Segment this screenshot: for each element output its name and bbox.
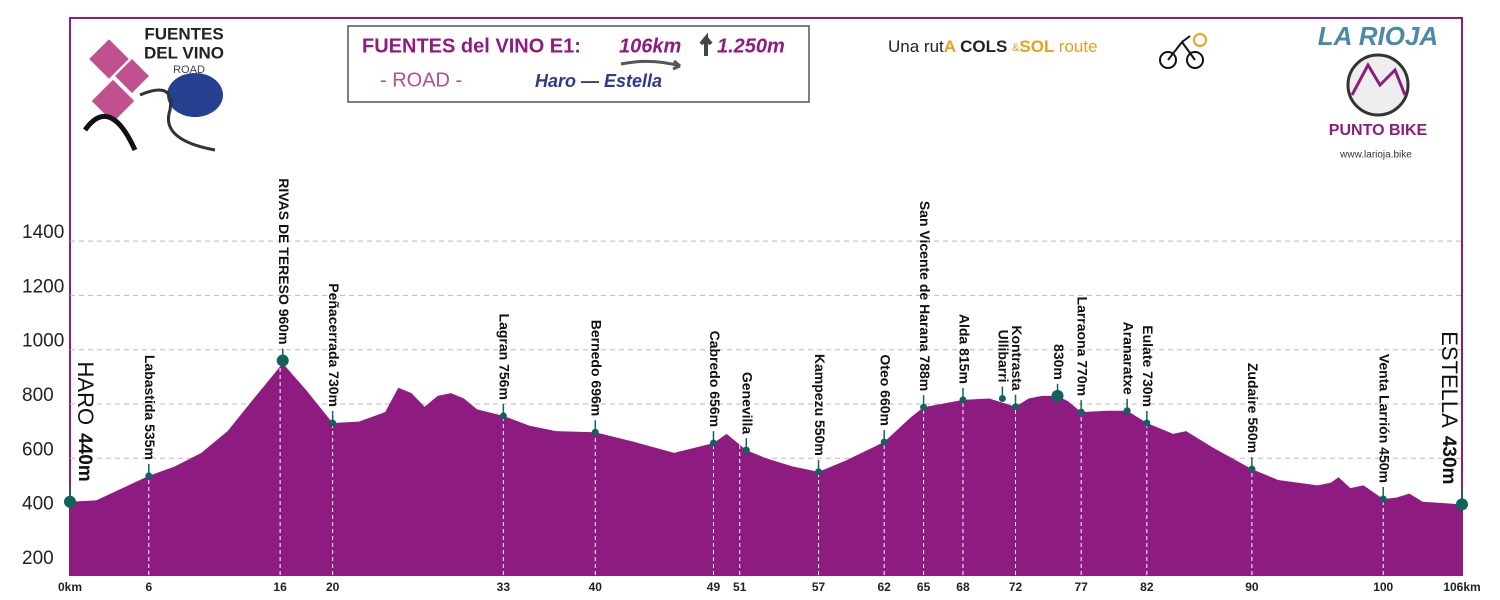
y-tick-label: 1200	[22, 276, 64, 297]
waypoint-marker	[499, 412, 507, 420]
logo-mountain	[1350, 61, 1407, 96]
x-tick-label: 20	[326, 580, 340, 594]
waypoint-marker	[998, 395, 1006, 403]
climb: 1.250m	[717, 35, 785, 57]
waypoint-label: Labastida 535m	[142, 355, 158, 460]
cyclist-icon	[1159, 33, 1207, 69]
waypoint-label: Eulate 730m	[1140, 325, 1156, 407]
waypoint-label: Aranaratxe	[1120, 322, 1136, 395]
route-logo: Una rutA COLS &SOL route	[888, 37, 1098, 56]
waypoint-marker	[145, 472, 153, 480]
x-tick-label: 33	[497, 580, 511, 594]
x-tick-label: 51	[733, 580, 747, 594]
waypoint-marker	[1143, 419, 1151, 427]
logo-name: PUNTO BIKE	[1329, 122, 1428, 139]
waypoint-label: Kampezu 550m	[812, 354, 828, 456]
waypoint-marker	[920, 403, 928, 411]
subtitle: - ROAD -	[380, 69, 462, 91]
x-tick-label: 6	[145, 580, 152, 594]
y-tick-label: 200	[22, 548, 54, 569]
waypoint-marker	[815, 468, 823, 476]
waypoint-label: Alda 815m	[956, 314, 972, 384]
chart-title: FUENTES del VINO E1:	[362, 35, 581, 57]
x-tick-label: 40	[589, 580, 603, 594]
route: Haro — Estella	[535, 71, 662, 91]
title-box	[347, 25, 810, 103]
climb-icon	[699, 32, 713, 56]
waypoint-label: Cabredo 656m	[707, 331, 723, 427]
logo-text: FUENTES	[144, 24, 223, 43]
waypoint-label: Bernedo 696m	[589, 320, 605, 416]
waypoint-label: Lagran 756m	[497, 314, 513, 400]
waypoint-marker	[1051, 389, 1064, 402]
endpoint-name: ESTELLA	[1437, 331, 1462, 428]
x-tick-label: 72	[1009, 580, 1023, 594]
distance: 106km	[619, 35, 681, 57]
x-tick-label: 68	[956, 580, 970, 594]
y-tick-label: 800	[22, 385, 54, 406]
waypoint-label: RIVAS DE TERESO 960m	[276, 178, 292, 344]
y-tick-label: 600	[22, 439, 54, 460]
waypoint-marker	[591, 428, 599, 436]
endpoint-elevation: 430m	[1438, 436, 1459, 485]
y-tick-label: 1000	[22, 331, 64, 352]
road-icon	[620, 59, 681, 71]
waypoint-label: Zudaire 560m	[1245, 363, 1261, 453]
waypoint-marker	[1077, 408, 1085, 416]
x-tick-label: 65	[917, 580, 931, 594]
waypoint-label: San Vicente de Harana 788m	[917, 201, 933, 391]
endpoint-label: ESTELLA 430m	[1437, 331, 1462, 484]
waypoint-label: Kontrasta	[1009, 325, 1025, 391]
x-tick-label: 100	[1373, 580, 1393, 594]
waypoint-label: 830m	[1051, 344, 1067, 380]
waypoint-label: Peñacerrada 730m	[326, 283, 342, 407]
logo-text: ROAD	[173, 64, 205, 76]
waypoint-marker	[959, 396, 967, 404]
x-tick-label: 90	[1245, 580, 1259, 594]
endpoint-marker	[1456, 498, 1468, 511]
x-tick-label: 16	[273, 580, 287, 594]
waypoint-label: Genevilla	[740, 372, 756, 434]
waypoint-marker	[276, 354, 289, 367]
logo-text: DEL VINO	[144, 43, 224, 62]
waypoint-marker	[709, 439, 717, 447]
waypoint-marker	[329, 419, 337, 427]
x-tick-label: 57	[812, 580, 826, 594]
y-tick-label: 400	[22, 494, 54, 515]
x-tick-label: 82	[1140, 580, 1154, 594]
waypoint-marker	[1012, 403, 1020, 411]
waypoint-label: Venta Larrión 450m	[1377, 354, 1393, 483]
x-tick-label: 77	[1074, 580, 1088, 594]
waypoint-label: Oteo 660m	[877, 354, 893, 426]
x-tick-label: 0km	[58, 580, 82, 594]
waypoint-marker	[880, 438, 888, 446]
logo-url: www.larioja.bike	[1339, 150, 1412, 161]
endpoint-marker	[64, 495, 76, 508]
endpoint-label: HARO 440m	[73, 362, 98, 482]
waypoint-marker	[1379, 495, 1387, 503]
endpoint-elevation: 440m	[74, 433, 95, 482]
waypoint-marker	[742, 446, 750, 454]
x-tick-label: 49	[707, 580, 721, 594]
plot: 200 400 600 800 1000 1200 1400 0km 6 16 20 33 40 49 51…	[22, 178, 1481, 594]
waypoint-marker	[1248, 465, 1256, 473]
endpoint-name: HARO	[73, 362, 98, 426]
x-tick-label: 106km	[1443, 580, 1480, 594]
waypoint-marker	[1123, 407, 1131, 415]
x-tick-label: 62	[878, 580, 892, 594]
y-tick-label: 1400	[22, 222, 64, 243]
waypoint-label: Ullibarri	[996, 330, 1012, 383]
waypoint-label: Larraona 770m	[1074, 297, 1090, 397]
logo-title: LA RIOJA	[1318, 21, 1438, 51]
elevation-area	[70, 363, 1462, 575]
